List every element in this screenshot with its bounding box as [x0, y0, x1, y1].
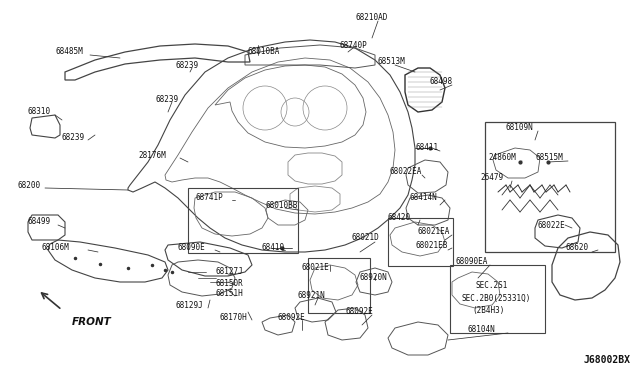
Text: 68010BB: 68010BB	[265, 201, 298, 209]
Text: 26479: 26479	[480, 173, 503, 183]
Text: 68021EB: 68021EB	[415, 241, 447, 250]
Bar	[308, 258, 370, 313]
Text: 68411: 68411	[416, 144, 439, 153]
Text: 68239: 68239	[155, 96, 178, 105]
Text: 68104N: 68104N	[468, 326, 496, 334]
Text: 68092E: 68092E	[345, 308, 372, 317]
Text: FRONT: FRONT	[72, 317, 112, 327]
Text: 68410: 68410	[262, 244, 285, 253]
Text: 68109N: 68109N	[505, 124, 532, 132]
Text: 68106M: 68106M	[42, 244, 70, 253]
Text: 68485M: 68485M	[56, 48, 84, 57]
Text: 68021D: 68021D	[352, 234, 380, 243]
Text: 68090EA: 68090EA	[455, 257, 488, 266]
Text: 68127J: 68127J	[215, 267, 243, 276]
Text: 28176M: 28176M	[138, 151, 166, 160]
Text: 68310: 68310	[28, 108, 51, 116]
Text: 68210AD: 68210AD	[355, 13, 387, 22]
Text: 68170H: 68170H	[220, 314, 248, 323]
Text: 68200: 68200	[18, 180, 41, 189]
Text: 68090E: 68090E	[178, 244, 205, 253]
Text: 68921N: 68921N	[298, 291, 326, 299]
Text: 68239: 68239	[175, 61, 198, 70]
Text: 68414N: 68414N	[410, 193, 438, 202]
Bar	[188, 188, 298, 253]
Text: 68499: 68499	[28, 218, 51, 227]
Bar	[388, 218, 453, 266]
Text: J68002BX: J68002BX	[583, 355, 630, 365]
Text: 68092E: 68092E	[278, 314, 306, 323]
Bar	[485, 122, 615, 252]
Text: 68515M: 68515M	[535, 154, 563, 163]
Bar	[450, 265, 545, 333]
Text: 68920N: 68920N	[360, 273, 388, 282]
Text: (2B4H3): (2B4H3)	[472, 305, 504, 314]
Text: 68239: 68239	[62, 134, 85, 142]
Text: 68129J: 68129J	[175, 301, 203, 310]
Text: 68498: 68498	[430, 77, 453, 87]
Text: 68420: 68420	[388, 214, 411, 222]
Text: SEC.2S1: SEC.2S1	[475, 280, 508, 289]
Text: 24860M: 24860M	[488, 154, 516, 163]
Text: SEC.2B0(25331Q): SEC.2B0(25331Q)	[462, 294, 531, 302]
Text: 68010BA: 68010BA	[248, 48, 280, 57]
Text: 68150R: 68150R	[215, 279, 243, 288]
Text: 68022EA: 68022EA	[390, 167, 422, 176]
Text: 68021E: 68021E	[302, 263, 330, 273]
Text: 68022E: 68022E	[538, 221, 566, 230]
Text: 68620: 68620	[565, 244, 588, 253]
Text: 68513M: 68513M	[378, 58, 406, 67]
Text: 68741P: 68741P	[195, 192, 223, 202]
Text: 68151H: 68151H	[215, 289, 243, 298]
Text: 68740P: 68740P	[340, 41, 368, 49]
Text: 68021EA: 68021EA	[418, 228, 451, 237]
